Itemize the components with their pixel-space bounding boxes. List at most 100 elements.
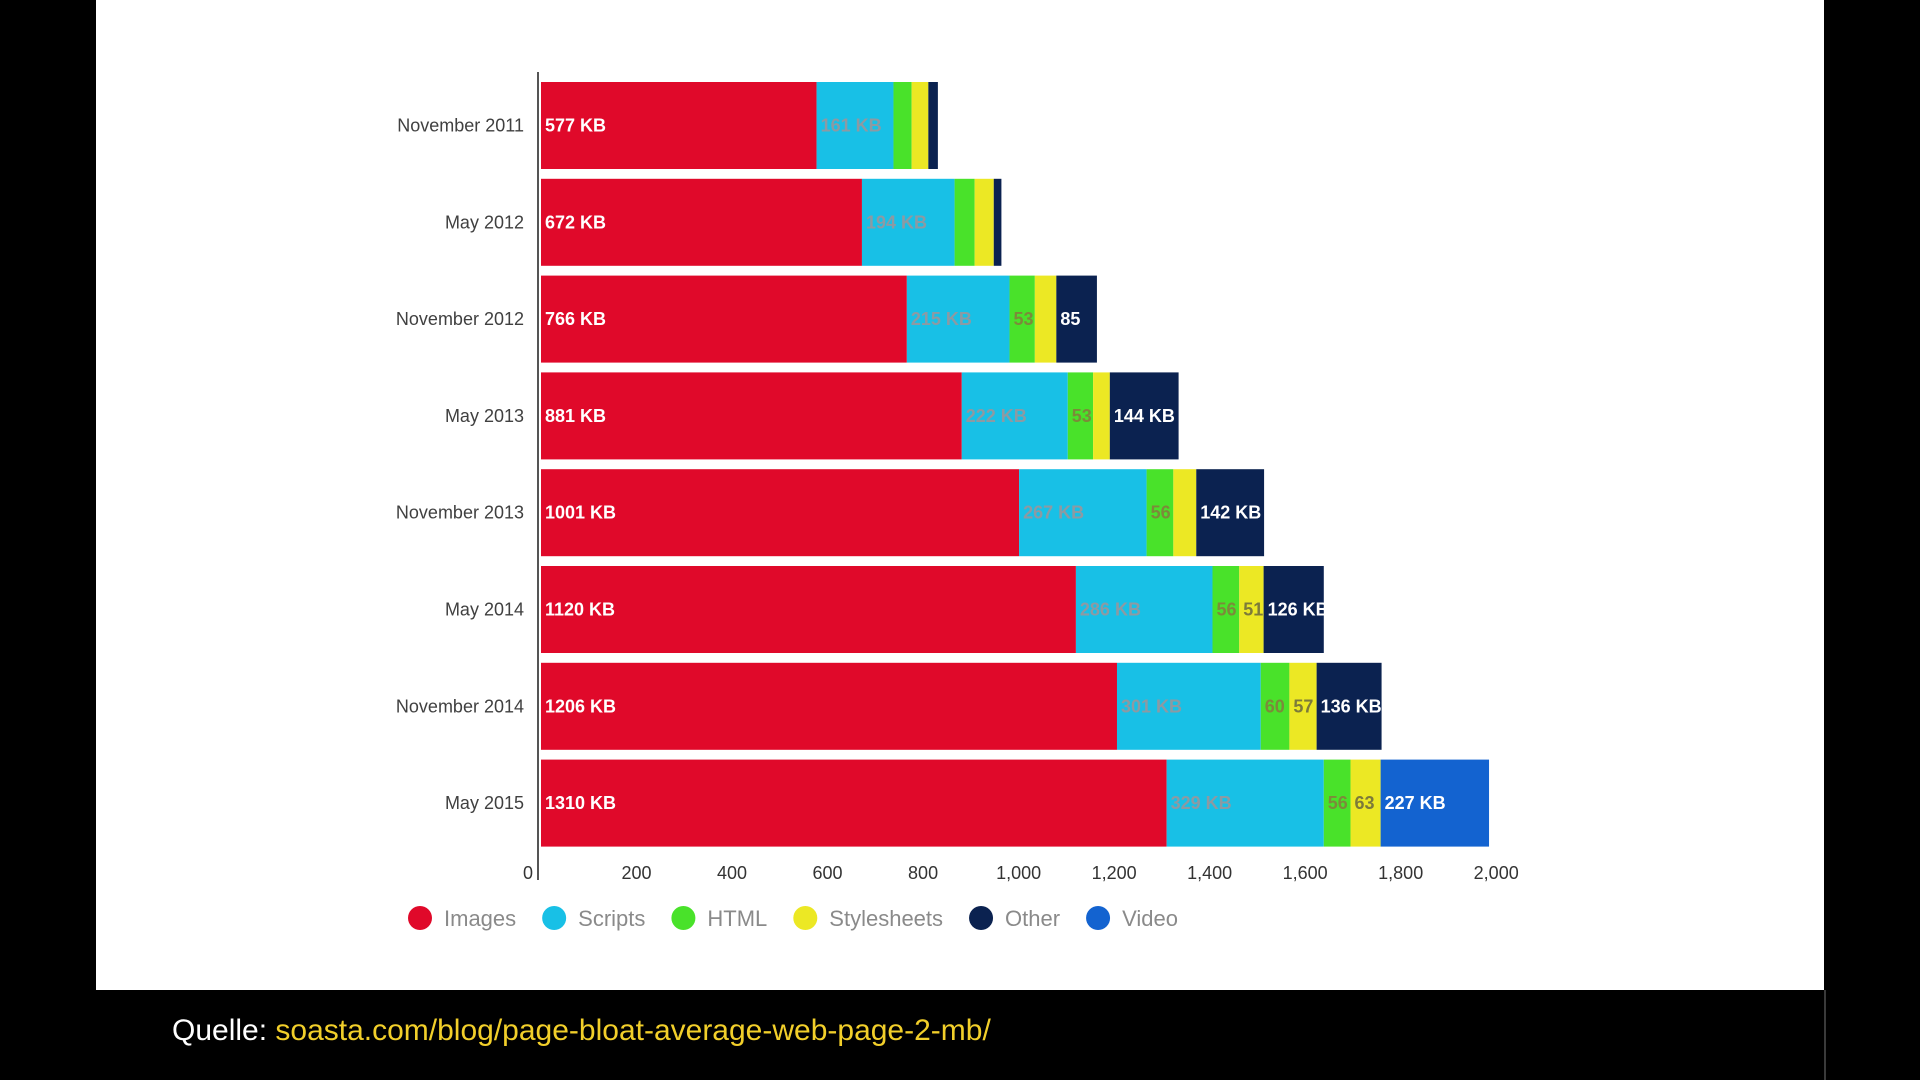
bar-segment-stylesheets-november-2012: [1034, 275, 1057, 363]
bar-segment-other-november-2013: [1196, 469, 1265, 557]
bar-segment-stylesheets-may-2012: [974, 178, 994, 266]
bar-segment-video-may-2015: [1380, 759, 1490, 847]
bar-segment-html-november-2014: [1260, 662, 1290, 750]
category-label-may-2014: May 2014: [445, 600, 524, 620]
bar-segment-images-november-2013: [541, 469, 1020, 557]
legend-swatch-other: [969, 906, 994, 930]
source-link[interactable]: soasta.com/blog/page-bloat-average-web-p…: [275, 1014, 991, 1047]
legend-swatch-scripts: [542, 906, 567, 930]
bar-segment-stylesheets-may-2014: [1239, 566, 1264, 653]
stacked-bar-chart: 577 KB 161 KB 672 KB 194 KB 766 KB 215 KB 53 85…: [396, 72, 1519, 931]
bar-segment-other-november-2014: [1316, 662, 1382, 750]
bar-segment-stylesheets-november-2014: [1289, 662, 1317, 750]
bar-segment-images-may-2012: [541, 178, 862, 266]
x-tick-label-800: 800: [908, 863, 938, 883]
bar-segment-images-may-2013: [541, 372, 962, 460]
bar-segment-stylesheets-may-2013: [1093, 372, 1110, 460]
category-label-november-2011: November 2011: [397, 116, 524, 136]
data-label-stylesheets-november-2014: 57: [1293, 696, 1313, 716]
data-label-other-may-2013: 144 KB: [1114, 406, 1175, 426]
x-tick-label-200: 200: [621, 863, 651, 883]
bar-segment-html-may-2015: [1323, 759, 1351, 847]
legend-label-stylesheets: Stylesheets: [829, 906, 943, 931]
bar-segment-images-november-2011: [541, 82, 817, 169]
data-label-html-november-2014: 60: [1265, 696, 1285, 716]
bar-segment-scripts-may-2014: [1075, 566, 1213, 653]
category-label-may-2015: May 2015: [445, 793, 524, 813]
bar-segment-scripts-november-2013: [1019, 469, 1147, 557]
x-tick-label-1200: 1,200: [1092, 863, 1137, 883]
data-label-other-november-2012: 85: [1060, 309, 1080, 329]
bar-segment-other-november-2012: [1056, 275, 1097, 363]
data-label-scripts-may-2014: 286 KB: [1080, 600, 1141, 620]
x-axis: 0 200 400 600 800 1,000 1,200 1,400 1,600 1,800 2,…: [523, 72, 1519, 883]
data-label-images-november-2011: 577 KB: [545, 116, 606, 136]
slide-canvas: 577 KB 161 KB 672 KB 194 KB 766 KB 215 KB 53 85…: [96, 0, 1824, 990]
category-label-november-2012: November 2012: [396, 309, 524, 329]
bar-segment-scripts-may-2015: [1166, 759, 1324, 847]
data-label-scripts-may-2012: 194 KB: [866, 212, 927, 232]
legend-label-other: Other: [1005, 906, 1060, 931]
bars-group: 577 KB 161 KB 672 KB 194 KB 766 KB 215 KB 53 85…: [541, 82, 1490, 847]
x-tick-label-600: 600: [813, 863, 843, 883]
data-label-images-november-2013: 1001 KB: [545, 503, 616, 523]
bar-segment-scripts-november-2012: [906, 275, 1010, 363]
data-label-scripts-may-2015: 329 KB: [1171, 793, 1232, 813]
x-tick-label-1000: 1,000: [996, 863, 1041, 883]
bar-segment-stylesheets-november-2011: [911, 82, 929, 169]
bar-segment-scripts-november-2011: [816, 82, 894, 169]
data-label-other-november-2013: 142 KB: [1200, 503, 1261, 523]
bar-segment-images-may-2014: [541, 566, 1076, 653]
data-label-html-november-2012: 53: [1014, 309, 1034, 329]
bar-segment-images-november-2014: [541, 662, 1117, 750]
category-label-may-2013: May 2013: [445, 406, 524, 426]
bar-segment-images-november-2012: [541, 275, 907, 363]
data-label-html-may-2013: 53: [1072, 406, 1092, 426]
data-label-images-may-2015: 1310 KB: [545, 793, 616, 813]
category-label-november-2014: November 2014: [396, 696, 524, 716]
legend-label-html: HTML: [707, 906, 767, 931]
bar-segment-html-may-2013: [1067, 372, 1094, 460]
bar-segment-scripts-november-2014: [1116, 662, 1261, 750]
data-label-images-may-2012: 672 KB: [545, 212, 606, 232]
legend-swatch-video: [1086, 906, 1111, 930]
bar-segment-html-may-2012: [954, 178, 975, 266]
bar-segment-other-november-2011: [928, 82, 938, 169]
bar-segment-stylesheets-november-2013: [1173, 469, 1197, 557]
x-tick-label-400: 400: [717, 863, 747, 883]
bar-segment-scripts-may-2013: [961, 372, 1068, 460]
data-label-scripts-may-2013: 222 KB: [966, 406, 1027, 426]
data-label-other-november-2014: 136 KB: [1321, 696, 1382, 716]
source-line: Quelle: soasta.com/blog/page-bloat-avera…: [172, 1014, 991, 1048]
data-label-images-november-2012: 766 KB: [545, 309, 606, 329]
data-label-scripts-november-2014: 301 KB: [1121, 696, 1182, 716]
x-tick-label-1800: 1,800: [1378, 863, 1423, 883]
category-labels: November 2011 May 2012 November 2012 May 20…: [396, 116, 524, 814]
data-label-video-may-2015: 227 KB: [1385, 793, 1446, 813]
bar-segment-html-november-2013: [1146, 469, 1174, 557]
data-label-images-november-2014: 1206 KB: [545, 696, 616, 716]
bar-segment-stylesheets-may-2015: [1350, 759, 1381, 847]
legend: Images Scripts HTML Stylesheets Other Video: [408, 906, 1178, 931]
data-label-images-may-2014: 1120 KB: [545, 600, 615, 620]
data-label-html-may-2015: 56: [1328, 793, 1348, 813]
data-label-html-november-2013: 56: [1151, 503, 1171, 523]
bar-segment-other-may-2014: [1263, 566, 1324, 653]
data-label-scripts-november-2011: 161 KB: [821, 116, 882, 136]
bar-segment-html-november-2012: [1009, 275, 1035, 363]
bar-segment-other-may-2012: [993, 178, 1002, 266]
data-label-other-may-2014: 126 KB: [1268, 600, 1329, 620]
bar-segment-scripts-may-2012: [861, 178, 955, 266]
legend-swatch-stylesheets: [793, 906, 818, 930]
screen-edge-divider: [1824, 990, 1826, 1080]
category-label-november-2013: November 2013: [396, 503, 524, 523]
bar-segment-other-may-2013: [1109, 372, 1179, 460]
bar-segment-html-may-2014: [1212, 566, 1240, 653]
bar-segment-html-november-2011: [893, 82, 912, 169]
x-tick-label-2000: 2,000: [1474, 863, 1519, 883]
data-label-images-may-2013: 881 KB: [545, 406, 606, 426]
legend-label-video: Video: [1122, 906, 1178, 931]
legend-label-scripts: Scripts: [578, 906, 645, 931]
x-tick-label-1600: 1,600: [1283, 863, 1328, 883]
category-label-may-2012: May 2012: [445, 212, 524, 232]
